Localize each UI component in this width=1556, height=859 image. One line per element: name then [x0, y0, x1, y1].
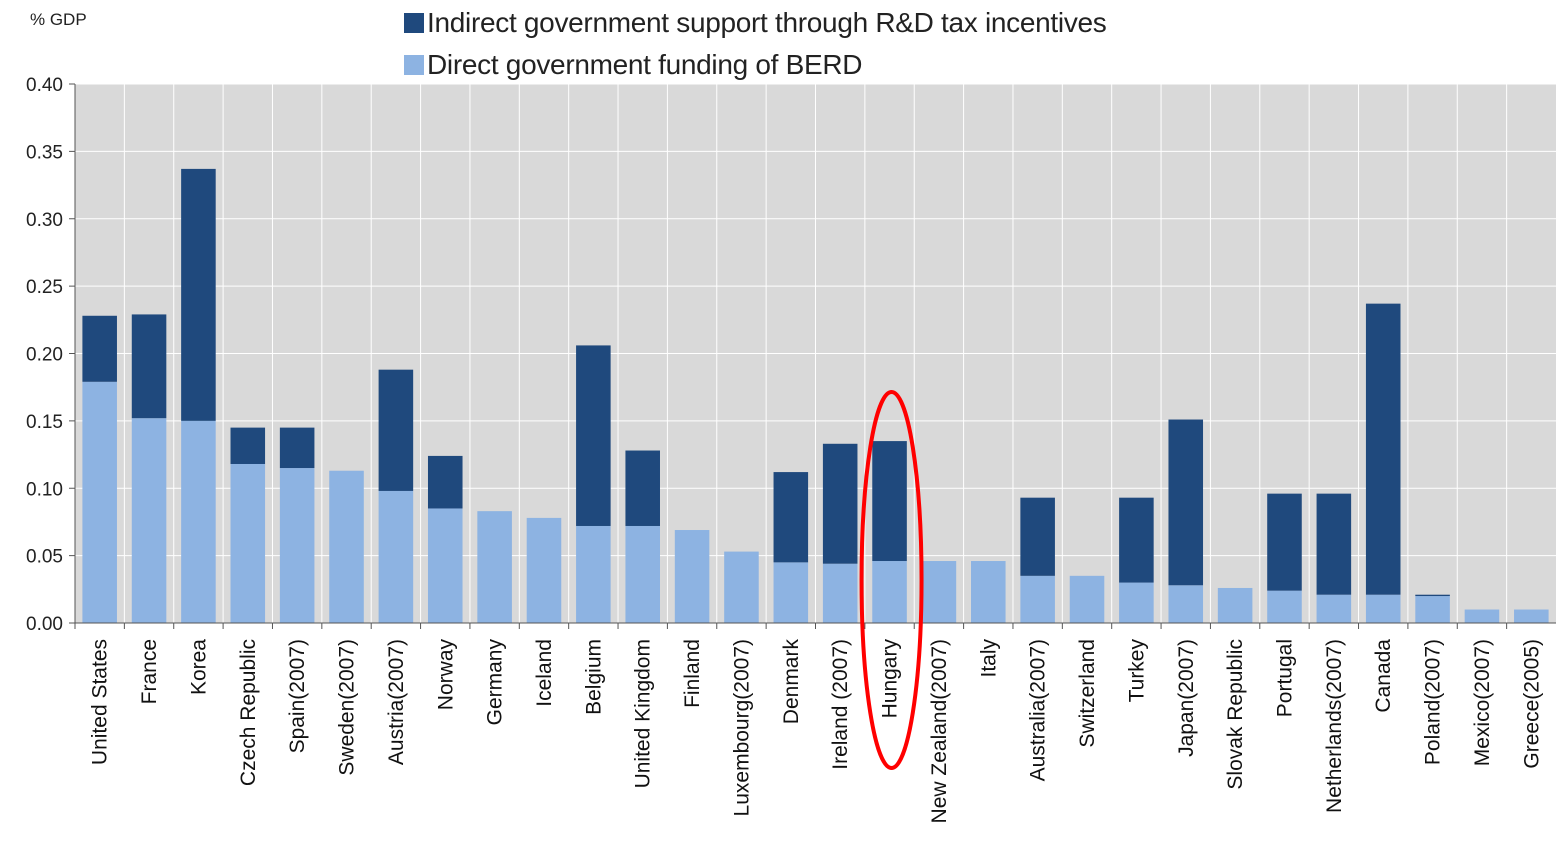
bar-direct-funding — [1069, 575, 1105, 623]
y-unit-label: % GDP — [30, 10, 87, 29]
bar-tax-incentives — [1119, 497, 1154, 583]
bar-tax-incentives — [1316, 493, 1352, 595]
x-category-label: Italy — [977, 639, 1000, 678]
bar-tax-incentives — [773, 472, 809, 563]
bar-direct-funding — [181, 420, 216, 623]
x-category-label: Norway — [434, 639, 457, 711]
y-tick-label: 0.10 — [26, 479, 63, 500]
y-tick-label: 0.20 — [26, 345, 63, 366]
bar-tax-incentives — [822, 443, 858, 564]
x-category-label: Greece(2005) — [1520, 639, 1543, 769]
x-category-label: Hungary — [879, 639, 902, 719]
bar-direct-funding — [1119, 582, 1154, 623]
x-category-label: Iceland — [533, 639, 556, 707]
bar-direct-funding — [477, 511, 512, 623]
bar-direct-funding — [1415, 596, 1450, 623]
legend-label-direct: Direct government funding of BERD — [427, 49, 863, 80]
bar-tax-incentives — [378, 369, 414, 491]
bar-direct-funding — [82, 381, 117, 623]
bar-direct-funding — [1464, 609, 1500, 623]
x-category-label: Ireland (2007) — [829, 639, 852, 770]
highlight-ellipse — [859, 390, 924, 770]
legend-item-indirect: Indirect government support through R&D … — [404, 2, 1107, 44]
y-tick-label: 0.15 — [26, 412, 63, 433]
x-category-label: Czech Republic — [237, 639, 260, 786]
bar-direct-funding — [279, 468, 315, 623]
bar-tax-incentives — [1168, 419, 1204, 586]
bar-direct-funding — [921, 561, 957, 623]
x-category-label: Netherlands(2007) — [1323, 639, 1346, 813]
x-category-label: Austria(2007) — [385, 639, 408, 765]
x-category-label: Denmark — [780, 639, 803, 725]
x-category-label: Switzerland — [1076, 639, 1099, 748]
bar-tax-incentives — [1365, 303, 1401, 595]
x-category-label: United States — [89, 639, 112, 765]
bar-tax-incentives — [625, 450, 660, 526]
bar-tax-incentives — [872, 441, 907, 562]
bar-direct-funding — [724, 551, 759, 623]
x-category-label: Poland(2007) — [1422, 639, 1445, 765]
legend-label-indirect: Indirect government support through R&D … — [427, 7, 1107, 38]
bar-tax-incentives — [576, 345, 611, 526]
x-category-label: Mexico(2007) — [1471, 639, 1494, 766]
x-category-label: Japan(2007) — [1175, 639, 1198, 757]
x-category-label: Turkey — [1125, 639, 1148, 703]
bar-direct-funding — [1020, 575, 1055, 623]
bar-direct-funding — [576, 525, 611, 623]
x-category-label: Spain(2007) — [286, 639, 309, 753]
x-category-label: France — [138, 639, 161, 704]
bar-tax-incentives — [131, 314, 167, 419]
legend-swatch-direct — [404, 55, 424, 75]
bar-direct-funding — [625, 525, 660, 623]
x-category-label: Canada — [1372, 639, 1395, 713]
bar-direct-funding — [230, 463, 266, 623]
y-tick-label: 0.25 — [26, 277, 63, 298]
bar-tax-incentives — [82, 315, 117, 382]
bar-direct-funding — [1316, 594, 1352, 623]
x-category-label: Finland — [681, 639, 704, 708]
bar-direct-funding — [674, 530, 710, 623]
legend-swatch-indirect — [404, 13, 424, 33]
x-category-label: Germany — [484, 639, 507, 726]
bar-direct-funding — [378, 490, 414, 623]
bar-tax-incentives — [1267, 493, 1302, 591]
bar-tax-incentives — [279, 427, 315, 469]
bar-tax-incentives — [1020, 497, 1055, 576]
bar-tax-incentives — [230, 427, 266, 464]
bar-direct-funding — [329, 470, 364, 623]
x-category-label: Slovak Republic — [1224, 639, 1247, 790]
y-tick-label: 0.05 — [26, 547, 63, 568]
bar-tax-incentives — [1415, 594, 1450, 597]
x-category-label: Australia(2007) — [1027, 639, 1050, 781]
y-tick-label: 0.30 — [26, 210, 63, 231]
x-category-label: Belgium — [582, 639, 605, 715]
bar-direct-funding — [872, 561, 907, 623]
x-category-label: Korea — [187, 639, 210, 695]
bar-tax-incentives — [427, 455, 463, 509]
bar-direct-funding — [1365, 594, 1401, 623]
x-category-label: United Kingdom — [632, 639, 655, 788]
bar-direct-funding — [131, 418, 167, 623]
bar-direct-funding — [1514, 609, 1549, 623]
x-category-label: Luxembourg(2007) — [730, 639, 753, 816]
bar-direct-funding — [427, 508, 463, 623]
y-tick-label: 0.40 — [26, 75, 63, 96]
bar-direct-funding — [822, 563, 858, 623]
legend: Indirect government support through R&D … — [404, 2, 1107, 86]
y-tick-label: 0.35 — [26, 142, 63, 163]
bar-direct-funding — [526, 517, 562, 623]
bar-direct-funding — [971, 561, 1006, 623]
bar-direct-funding — [1217, 587, 1253, 623]
legend-item-direct: Direct government funding of BERD — [404, 44, 1107, 86]
x-category-label: New Zealand(2007) — [928, 639, 951, 823]
bar-direct-funding — [1168, 585, 1204, 623]
bar-direct-funding — [773, 562, 809, 623]
bar-direct-funding — [1267, 590, 1302, 623]
x-category-label: Sweden(2007) — [336, 639, 359, 776]
bar-tax-incentives — [181, 168, 216, 421]
x-category-label: Portugal — [1273, 639, 1296, 717]
y-tick-label: 0.00 — [26, 614, 63, 635]
